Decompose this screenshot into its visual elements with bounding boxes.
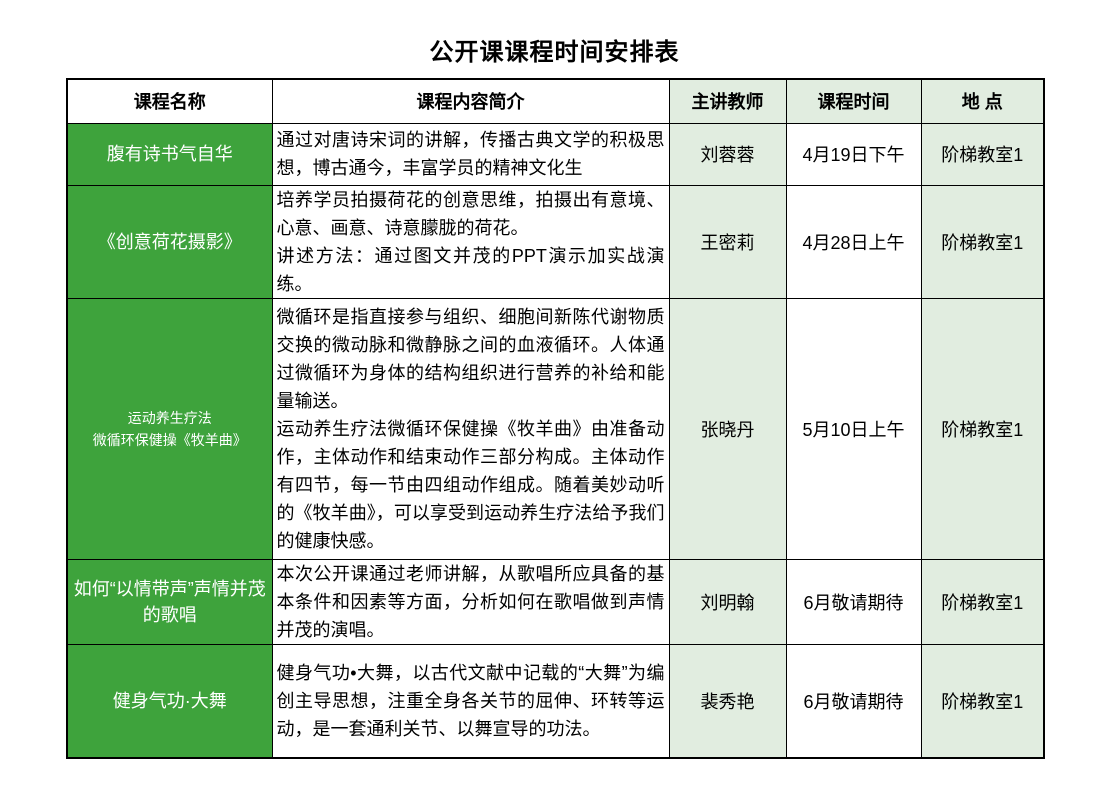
cell-location: 阶梯教室1 (920, 297, 1045, 560)
header-cell-teacher: 主讲教师 (668, 78, 787, 124)
cell-content: 微循环是指直接参与组织、细胞间新陈代谢物质交换的微动脉和微静脉之间的血液循环。人… (271, 297, 670, 560)
cell-teacher: 裴秀艳 (668, 643, 787, 759)
table-row: 如何“以情带声”声情并茂的歌唱 本次公开课通过老师讲解，从歌唱所应具备的基本条件和… (66, 558, 1045, 645)
cell-location: 阶梯教室1 (920, 122, 1045, 186)
cell-name: 腹有诗书气自华 (66, 122, 273, 186)
cell-content: 健身气功•大舞，以古代文献中记载的“大舞”为编创主导思想，注重全身各关节的屈伸、… (271, 643, 670, 759)
page-title: 公开课课程时间安排表 (429, 39, 680, 66)
table-row: 腹有诗书气自华 通过对唐诗宋词的讲解，传播古典文学的积极思想，博古通今，丰富学员的… (66, 122, 1045, 186)
cell-content: 培养学员拍摄荷花的创意思维，拍摄出有意境、心意、画意、诗意朦胧的荷花。 讲述方法… (271, 184, 670, 299)
cell-name: 《创意荷花摄影》 (66, 184, 273, 299)
header-cell-course-name: 课程名称 (66, 78, 273, 124)
cell-location: 阶梯教室1 (920, 558, 1045, 645)
cell-name: 如何“以情带声”声情并茂的歌唱 (66, 558, 273, 645)
table-row: 健身气功·大舞 健身气功•大舞，以古代文献中记载的“大舞”为编创主导思想，注重全身… (66, 643, 1045, 759)
cell-name: 运动养生疗法 微循环保健操《牧羊曲》 (66, 297, 273, 560)
table-body: 腹有诗书气自华 通过对唐诗宋词的讲解，传播古典文学的积极思想，博古通今，丰富学员的… (66, 122, 1045, 759)
cell-time: 5月10日上午 (785, 297, 922, 560)
header-row: 课程名称 课程内容简介 主讲教师 课程时间地 点 (66, 78, 1045, 124)
cell-content: 本次公开课通过老师讲解，从歌唱所应具备的基本条件和因素等方面，分析如何在歌唱做到… (271, 558, 670, 645)
cell-time: 6月敬请期待 (785, 558, 922, 645)
cell-teacher: 张晓丹 (668, 297, 787, 560)
cell-name: 健身气功·大舞 (66, 643, 273, 759)
cell-location: 阶梯教室1 (920, 643, 1045, 759)
header-cell-location: 地 点 (920, 78, 1045, 124)
course-schedule-table: 课程名称 课程内容简介 主讲教师 课程时间地 点 腹有诗书气自华 通过对唐诗宋词的讲解，… (66, 78, 1045, 759)
cell-time: 4月28日上午 (785, 184, 922, 299)
cell-teacher: 刘明翰 (668, 558, 787, 645)
table-row: 《创意荷花摄影》 培养学员拍摄荷花的创意思维，拍摄出有意境、心意、画意、诗意朦胧的… (66, 184, 1045, 299)
table-row: 运动养生疗法 微循环保健操《牧羊曲》 微循环是指直接参与组织、细胞间新陈代谢物质交… (66, 297, 1045, 560)
cell-content: 通过对唐诗宋词的讲解，传播古典文学的积极思想，博古通今，丰富学员的精神文化生 (271, 122, 670, 186)
cell-location: 阶梯教室1 (920, 184, 1045, 299)
cell-time: 6月敬请期待 (785, 643, 922, 759)
cell-teacher: 王密莉 (668, 184, 787, 299)
cell-time: 4月19日下午 (785, 122, 922, 186)
cell-teacher: 刘蓉蓉 (668, 122, 787, 186)
header-cell-time: 课程时间 (785, 78, 922, 124)
header-cell-content: 课程内容简介 (271, 78, 670, 124)
